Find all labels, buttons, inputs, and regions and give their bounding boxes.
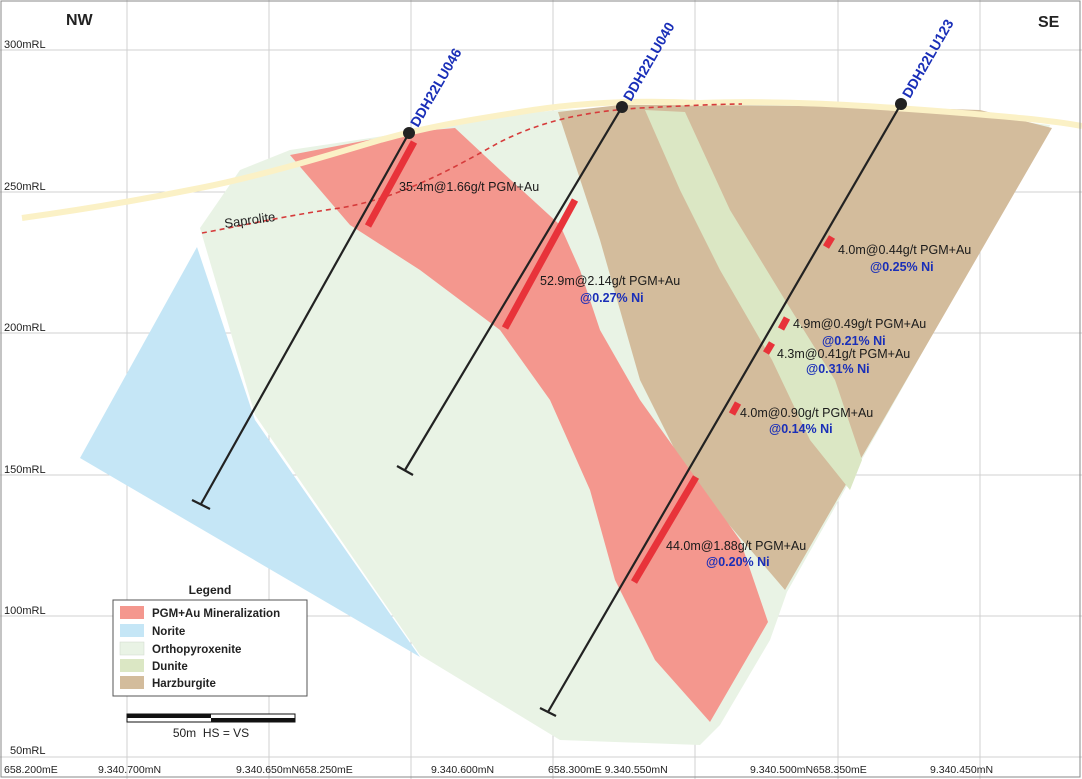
intercept-5-grade: 4.3m@0.41g/t PGM+Au bbox=[777, 347, 910, 361]
elevation-label-50: 50mRL bbox=[10, 745, 45, 757]
coordinate-label-7: 9.340.450mN bbox=[930, 764, 993, 776]
legend-box bbox=[112, 599, 308, 697]
coordinate-label-1: 658.200mE bbox=[4, 764, 58, 776]
drillhole-3-name: DDH22LU123 bbox=[899, 16, 957, 100]
intercept-bar-7 bbox=[630, 475, 700, 584]
norite-unit bbox=[80, 247, 420, 657]
intercept-7-nickel: @0.20% Ni bbox=[706, 555, 770, 569]
legend-label-harzburgite: Harzburgite bbox=[152, 678, 216, 690]
coordinate-label-4: 9.340.600mN bbox=[431, 764, 494, 776]
scale-bar-label: 50m HS = VS bbox=[173, 726, 249, 740]
intercept-5-nickel: @0.31% Ni bbox=[806, 362, 870, 376]
drillhole-3-collar bbox=[895, 98, 907, 110]
drillhole-2-trace bbox=[404, 106, 623, 471]
legend-swatch-mineralization bbox=[120, 606, 144, 619]
drillhole-3-end bbox=[539, 707, 557, 717]
coordinate-label-3: 9.340.650mN658.250mE bbox=[236, 764, 353, 776]
elevation-label-100: 100mRL bbox=[4, 605, 46, 617]
legend-label-dunite: Dunite bbox=[152, 661, 188, 673]
intercept-6-nickel: @0.14% Ni bbox=[769, 422, 833, 436]
elevation-label-150: 150mRL bbox=[4, 464, 46, 476]
orientation-nw: NW bbox=[66, 12, 94, 29]
intercept-3-nickel: @0.25% Ni bbox=[870, 260, 934, 274]
drillhole-1-trace bbox=[200, 132, 410, 505]
dunite-unit bbox=[645, 110, 862, 490]
intercept-2-grade: 52.9m@2.14g/t PGM+Au bbox=[540, 274, 680, 288]
legend-swatch-harzburgite bbox=[120, 676, 144, 689]
legend-label-norite: Norite bbox=[152, 626, 185, 638]
scale-bar: 50m HS = VS bbox=[126, 713, 296, 740]
saprolite-label: Saprolite bbox=[223, 209, 276, 231]
orientation-se: SE bbox=[1038, 14, 1060, 31]
intercept-3-grade: 4.0m@0.44g/t PGM+Au bbox=[838, 243, 971, 257]
scale-bar-segment-1 bbox=[127, 714, 211, 718]
coordinate-label-5: 658.300mE 9.340.550mN bbox=[548, 764, 668, 776]
drillhole-2-name: DDH22LU040 bbox=[620, 19, 678, 103]
intercept-bar-3 bbox=[822, 235, 836, 249]
intercept-bar-2 bbox=[501, 198, 579, 330]
intercept-bars bbox=[364, 140, 836, 584]
elevation-label-300: 300mRL bbox=[4, 39, 46, 51]
intercept-1-grade: 35.4m@1.66g/t PGM+Au bbox=[399, 180, 539, 194]
drillhole-3-trace bbox=[547, 103, 902, 713]
intercept-bar-5 bbox=[762, 341, 776, 355]
drillhole-1-name: DDH22LU046 bbox=[407, 45, 465, 129]
drillhole-2-collar bbox=[616, 101, 628, 113]
legend-swatch-norite bbox=[120, 624, 144, 637]
drillhole-2-end bbox=[396, 465, 414, 476]
legend-swatch-dunite bbox=[120, 659, 144, 672]
coordinate-label-6: 9.340.500mN658.350mE bbox=[750, 764, 867, 776]
intercept-bar-4 bbox=[777, 316, 791, 331]
intercept-bar-6 bbox=[728, 401, 742, 416]
pgm-au-mineralization-zone bbox=[290, 128, 768, 722]
ground-surface bbox=[21, 98, 1082, 221]
drillhole-1-end bbox=[191, 499, 211, 510]
coordinate-label-2: 9.340.700mN bbox=[98, 764, 161, 776]
intercept-bar-1 bbox=[364, 140, 418, 228]
intercept-6-grade: 4.0m@0.90g/t PGM+Au bbox=[740, 406, 873, 420]
legend-label-mineralization: PGM+Au Mineralization bbox=[152, 608, 280, 620]
legend-swatch-orthopyroxenite bbox=[119, 641, 145, 656]
intercept-7-grade: 44.0m@1.88g/t PGM+Au bbox=[666, 539, 806, 553]
drillhole-traces bbox=[191, 103, 902, 717]
intercept-2-nickel: @0.27% Ni bbox=[580, 291, 644, 305]
legend-label-orthopyroxenite: Orthopyroxenite bbox=[152, 644, 241, 656]
intercept-4-nickel: @0.21% Ni bbox=[822, 334, 886, 348]
drillhole-1-collar bbox=[403, 127, 415, 139]
intercept-4-grade: 4.9m@0.49g/t PGM+Au bbox=[793, 317, 926, 331]
elevation-label-200: 200mRL bbox=[4, 322, 46, 334]
legend: Legend PGM+Au Mineralization Norite Orth… bbox=[112, 583, 308, 697]
elevation-label-250: 250mRL bbox=[4, 181, 46, 193]
scale-bar-segment-2 bbox=[211, 718, 295, 722]
legend-title: Legend bbox=[189, 583, 232, 597]
